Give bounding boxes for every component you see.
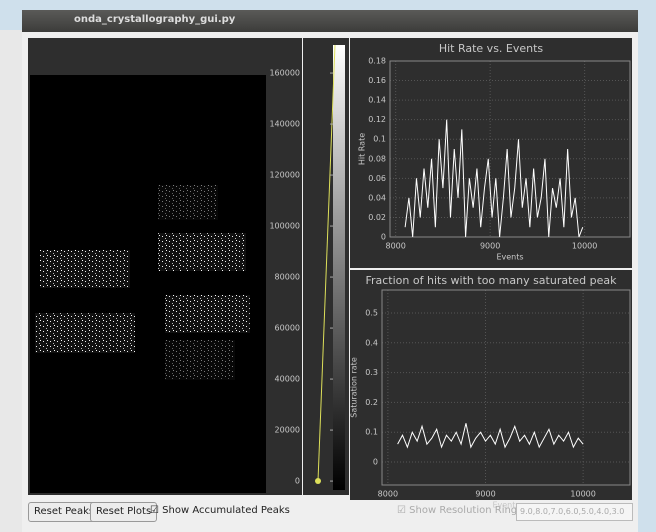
panel: [40, 250, 130, 288]
colorbar: [333, 45, 345, 490]
panel: [158, 185, 218, 220]
x-tick-label: 10000: [572, 242, 597, 251]
rings-field[interactable]: 9.0,8.0,7.0,6.0,5.0,4.0,3.0: [516, 503, 633, 521]
y-tick-label: 0.4: [365, 338, 378, 347]
y-axis-label: Saturation rate: [350, 357, 359, 418]
y-tick-label: 0: [373, 458, 378, 467]
y-tick-label: 0.14: [368, 96, 386, 105]
y-tick-label: 0.02: [368, 213, 386, 222]
colorbar-tick-label: 0: [295, 477, 300, 486]
plot-panel: [350, 270, 632, 500]
y-tick-label: 0.1: [373, 135, 386, 144]
colorbar-tick-label: 40000: [275, 375, 300, 384]
page: onda_crystallography_gui.py 020000400006…: [0, 0, 656, 532]
y-axis-label: Hit Rate: [358, 133, 367, 165]
plot-panel: [350, 38, 632, 268]
accumulated-checkbox[interactable]: ☑ Show Accumulated Peaks: [150, 502, 290, 520]
plot-title: Hit Rate vs. Events: [439, 42, 544, 55]
panel: [165, 295, 250, 333]
panel: [158, 233, 246, 271]
panel: [35, 313, 135, 353]
panel: [165, 340, 235, 380]
x-tick-label: 9000: [480, 242, 500, 251]
y-tick-label: 0.08: [368, 154, 386, 163]
checkbox-label: Show Resolution Rings: [409, 505, 522, 516]
colorbar-tick-label: 120000: [269, 171, 300, 180]
y-tick-label: 0.5: [365, 308, 378, 317]
colorbar-tick-label: 160000: [269, 69, 300, 78]
x-axis-label: Events: [496, 253, 523, 262]
y-tick-label: 0.06: [368, 174, 386, 183]
y-tick-label: 0.2: [365, 398, 378, 407]
x-tick-label: 9000: [475, 490, 495, 499]
y-tick-label: 0.1: [365, 428, 378, 437]
colorbar-tick-label: 80000: [275, 273, 300, 282]
colorbar-tick-label: 140000: [269, 120, 300, 129]
level-handle: [315, 478, 321, 484]
x-tick-label: 8000: [385, 242, 405, 251]
y-tick-label: 0.18: [368, 57, 386, 66]
x-tick-label: 8000: [378, 490, 398, 499]
y-tick-label: 0.16: [368, 76, 386, 85]
chart-area: 0200004000060000800001000001200001400001…: [0, 0, 656, 532]
colorbar-tick-label: 100000: [269, 222, 300, 231]
colorbar-tick-label: 60000: [275, 324, 300, 333]
y-tick-label: 0.04: [368, 193, 386, 202]
rings-checkbox[interactable]: ☑ Show Resolution Rings: [397, 502, 522, 520]
plot-title: Fraction of hits with too many saturated…: [365, 274, 617, 287]
x-tick-label: 10000: [570, 490, 595, 499]
colorbar-tick-label: 20000: [275, 426, 300, 435]
reset-plots-button[interactable]: Reset Plots: [90, 502, 157, 522]
y-tick-label: 0.12: [368, 115, 386, 124]
y-tick-label: 0: [381, 233, 386, 242]
checkbox-label: Show Accumulated Peaks: [162, 505, 290, 516]
y-tick-label: 0.3: [365, 368, 378, 377]
